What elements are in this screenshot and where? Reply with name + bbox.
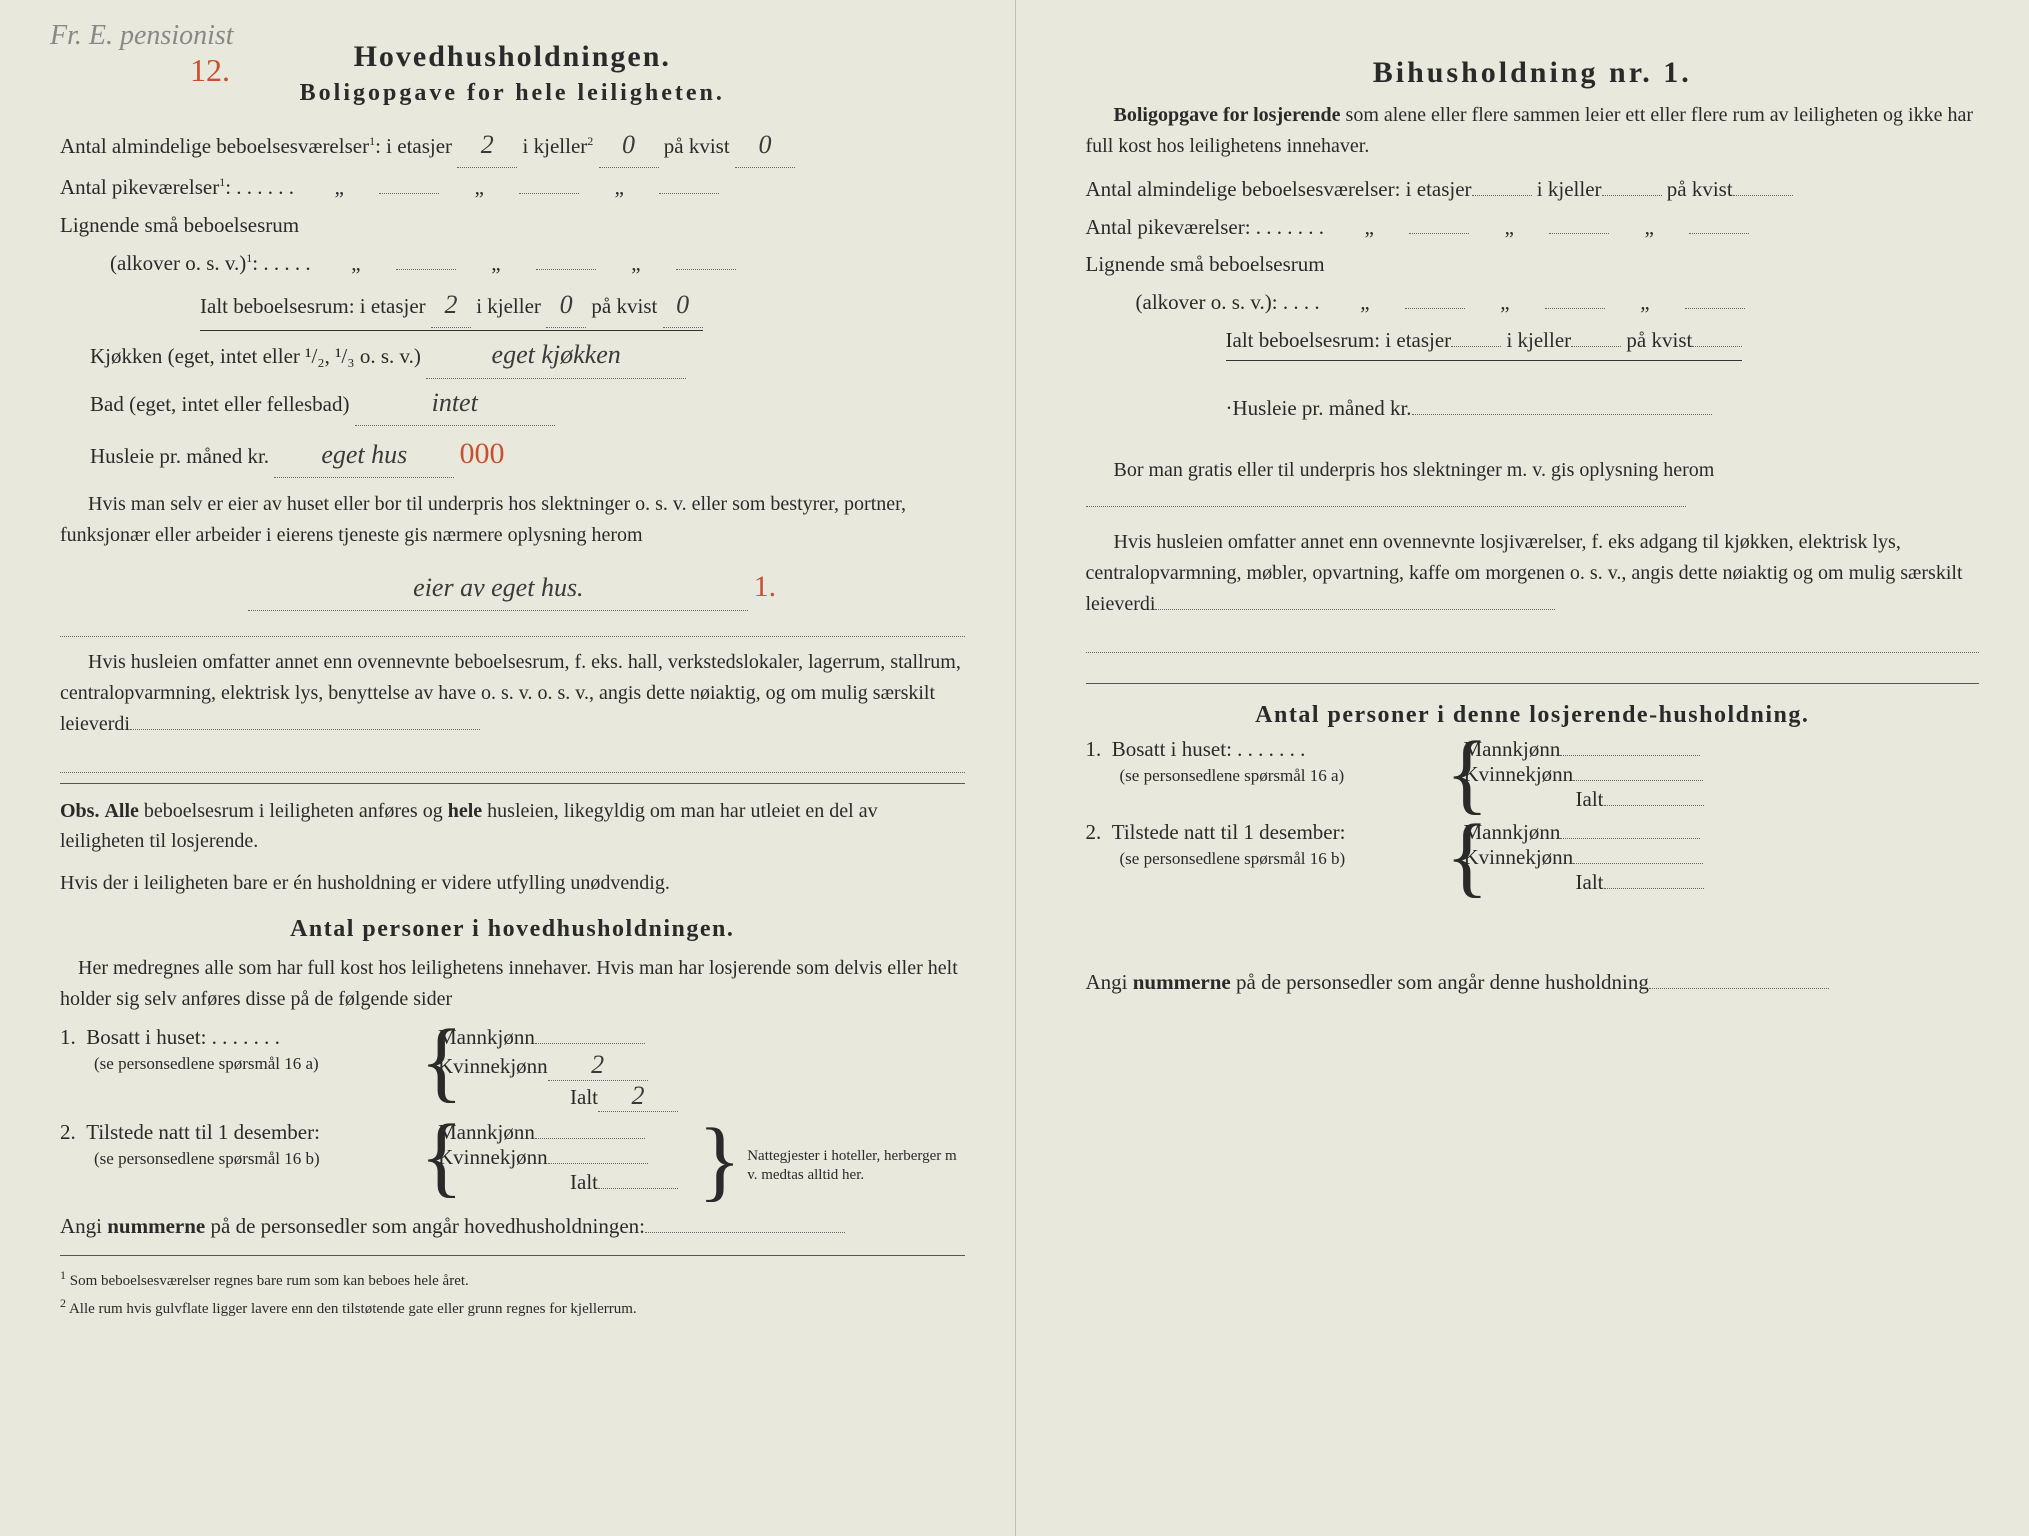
- separator: [60, 783, 965, 784]
- left-page: Fr. E. pensionist 12. Hovedhusholdningen…: [0, 0, 1015, 1536]
- bad-value: intet: [355, 381, 555, 426]
- husleie-red: 000: [460, 437, 505, 470]
- tilstede-row: 2. Tilstede natt til 1 desember: (se per…: [60, 1120, 965, 1201]
- husleie-line: Husleie pr. måned kr. eget hus 000: [90, 428, 965, 479]
- right-intro: Boligopgave for losjerende som alene ell…: [1086, 100, 1980, 162]
- para-eier: Hvis man selv er eier av huset eller bor…: [60, 489, 965, 551]
- kvist-value: 0: [735, 123, 795, 168]
- kvinne-count: 2: [548, 1050, 648, 1081]
- r-husleie: ·Husleie pr. måned kr.: [1226, 391, 1980, 427]
- r-separator: [1086, 683, 1980, 684]
- bad-line: Bad (eget, intet eller fellesbad) intet: [90, 381, 965, 426]
- etasjer-value: 2: [457, 123, 517, 168]
- r-ialt: Ialt beboelsesrum: i etasjer i kjeller p…: [1226, 323, 1980, 362]
- lignende-line-b: (alkover o. s. v.)1: . . . . . „„„: [110, 246, 965, 282]
- pikevaerelser-line: Antal pikeværelser1: . . . . . . „„„: [60, 170, 965, 206]
- handwritten-pencil-note: Fr. E. pensionist: [50, 20, 234, 52]
- antal-intro: Her medregnes alle som har full kost hos…: [60, 953, 965, 1015]
- kjeller-value: 0: [599, 123, 659, 168]
- footnote-2: 2 Alle rum hvis gulvflate ligger lavere …: [60, 1294, 965, 1321]
- r-angi: Angi nummerne på de personsedler som ang…: [1086, 965, 1980, 1001]
- r-para-annet: Hvis husleien omfatter annet enn ovennev…: [1086, 527, 1980, 620]
- r-lignende-b: (alkover o. s. v.): . . . . „„„: [1136, 285, 1980, 321]
- angi-nummerne: Angi nummerne på de personsedler som ang…: [60, 1209, 965, 1245]
- obs-note-2: Hvis der i leiligheten bare er én hushol…: [60, 868, 965, 898]
- kjokken-line: Kjøkken (eget, intet eller ¹/₂, ¹/₃ o. s…: [90, 333, 965, 378]
- r-pike: Antal pikeværelser: . . . . . . . „„„: [1086, 210, 1980, 246]
- antal-title: Antal personer i hovedhusholdningen.: [60, 916, 965, 943]
- lignende-line-a: Lignende små beboelsesrum: [60, 208, 965, 244]
- husleie-value: eget hus: [274, 433, 454, 478]
- r-tilstede-row: 2. Tilstede natt til 1 desember: (se per…: [1086, 820, 1980, 895]
- r-para-gratis: Bor man gratis eller til underpris hos s…: [1086, 455, 1980, 517]
- kjokken-value: eget kjøkken: [426, 333, 686, 378]
- r-rooms-1: Antal almindelige beboelsesværelser: i e…: [1086, 172, 1980, 208]
- footnote-sep: [60, 1255, 965, 1256]
- ialt-beboelsesrum: Ialt beboelsesrum: i etasjer 2 i kjeller…: [200, 283, 965, 331]
- bosatt-row: 1. Bosatt i huset: . . . . . . . (se per…: [60, 1025, 965, 1112]
- ialt-count: 2: [598, 1081, 678, 1112]
- right-title: Bihusholdning nr. 1.: [1086, 56, 1980, 90]
- right-page: Bihusholdning nr. 1. Boligopgave for los…: [1015, 0, 2029, 1536]
- para-eier-hand: eier av eget hus. 1.: [60, 561, 965, 612]
- rooms-line-1: Antal almindelige beboelsesværelser1: i …: [60, 123, 965, 168]
- red-number-annotation: 12.: [190, 52, 230, 89]
- para-husleie-annet: Hvis husleien omfatter annet enn ovennev…: [60, 647, 965, 740]
- footnote-1: 1 Som beboelsesværelser regnes bare rum …: [60, 1266, 965, 1293]
- obs-note: Obs. Alle beboelsesrum i leiligheten anf…: [60, 796, 965, 856]
- r-lignende-a: Lignende små beboelsesrum: [1086, 247, 1980, 283]
- nattegjester-note: Nattegjester i hoteller, herberger m v. …: [741, 1135, 964, 1186]
- r-bosatt-row: 1. Bosatt i huset: . . . . . . . (se per…: [1086, 737, 1980, 812]
- r-antal-title: Antal personer i denne losjerende-hushol…: [1086, 702, 1980, 729]
